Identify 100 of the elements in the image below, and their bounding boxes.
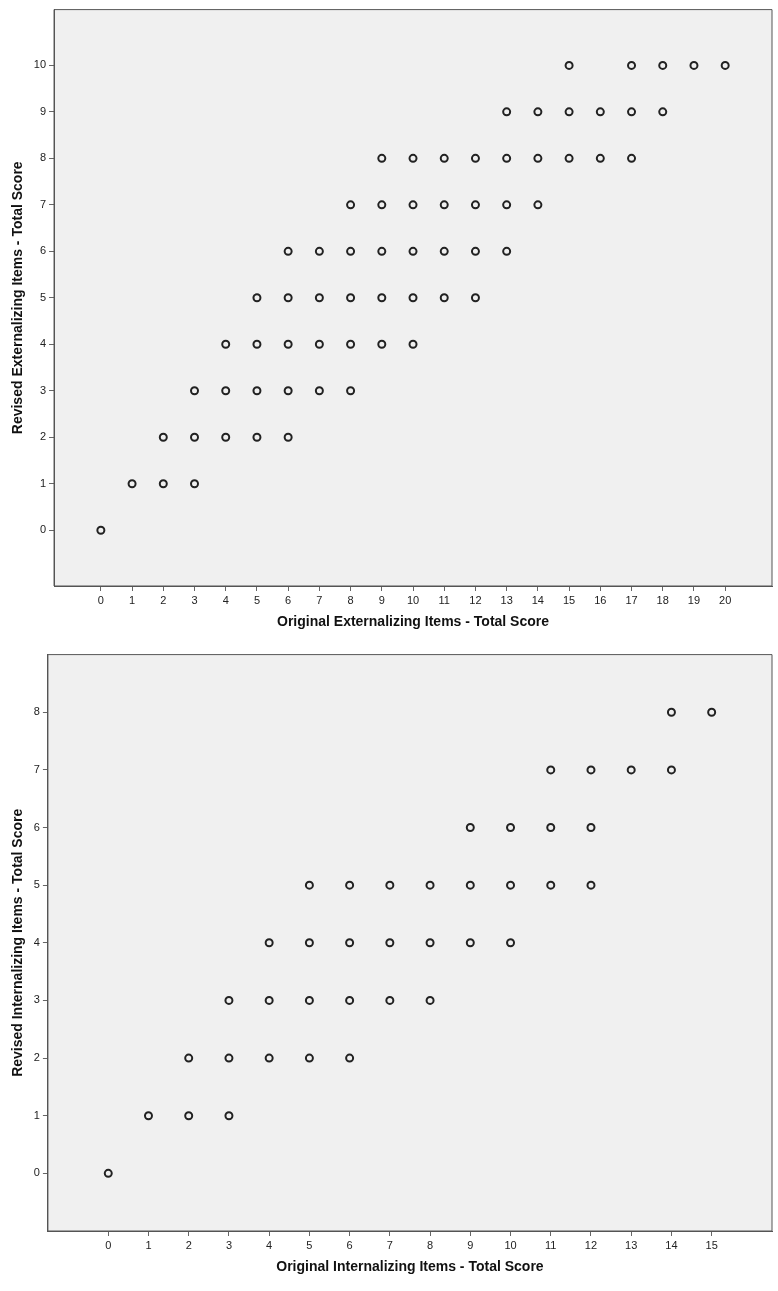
point [224, 1111, 234, 1121]
point [465, 880, 475, 890]
x-tick-label: 12 [584, 1238, 598, 1251]
point [103, 1168, 113, 1178]
point [506, 823, 516, 833]
x-tick-label: 4 [222, 593, 229, 606]
y-tick-label: 1 [33, 1108, 40, 1121]
y-tick-label: 6 [33, 820, 40, 833]
x-tick-label: 12 [469, 593, 482, 606]
x-tick-label: 19 [687, 593, 701, 606]
point [546, 823, 556, 833]
x-tick-label: 7 [386, 1238, 393, 1251]
x-tick-label: 14 [531, 593, 545, 606]
x-tick-label: 2 [185, 1238, 192, 1251]
point [666, 765, 676, 775]
y-tick-label: 3 [33, 993, 40, 1006]
point [546, 765, 556, 775]
x-tick-label: 18 [656, 593, 669, 606]
point [304, 995, 314, 1005]
point [425, 938, 435, 948]
point [666, 707, 676, 717]
point [465, 823, 475, 833]
x-tick-label: 20 [719, 593, 732, 606]
y-tick-label: 8 [33, 705, 40, 718]
point [586, 880, 596, 890]
y-axis-title: Revised Externalizing Items - Total Score [9, 161, 26, 435]
x-tick-label: 1 [145, 1238, 152, 1251]
y-tick-label: 4 [33, 935, 40, 948]
x-tick-label: 9 [378, 593, 385, 606]
point [425, 995, 435, 1005]
x-tick-label: 13 [625, 1238, 638, 1251]
point [385, 880, 395, 890]
y-tick-label: 1 [39, 476, 47, 489]
y-tick-label: 0 [33, 1166, 40, 1179]
point [143, 1111, 153, 1121]
point [385, 995, 395, 1005]
point [304, 1053, 314, 1063]
point [345, 1053, 355, 1063]
y-tick-label: 0 [39, 523, 47, 536]
point [506, 880, 516, 890]
point [345, 938, 355, 948]
point [707, 707, 717, 717]
point [224, 1053, 234, 1063]
point [264, 938, 274, 948]
point [345, 995, 355, 1005]
x-axis-title: Original Internalizing Items - Total Score [276, 1258, 544, 1275]
y-tick-label: 7 [33, 762, 40, 775]
x-tick-label: 5 [253, 593, 260, 606]
x-tick-label: 14 [665, 1238, 678, 1251]
point [304, 938, 314, 948]
y-tick-label: 5 [39, 290, 47, 303]
y-tick-label: 8 [39, 151, 47, 164]
point [264, 995, 274, 1005]
x-tick-label: 5 [306, 1238, 313, 1251]
x-tick-label: 15 [562, 593, 576, 606]
point [385, 938, 395, 948]
point [586, 823, 596, 833]
x-tick-label: 15 [705, 1238, 718, 1251]
point [184, 1111, 194, 1121]
x-tick-label: 11 [438, 593, 450, 606]
point [546, 880, 556, 890]
y-tick-label: 2 [39, 430, 47, 443]
x-tick-label: 0 [105, 1238, 112, 1251]
x-tick-label: 11 [545, 1238, 557, 1251]
y-tick-label: 9 [39, 104, 47, 117]
y-tick-label: 10 [33, 58, 47, 71]
x-tick-label: 10 [406, 593, 420, 606]
x-tick-label: 6 [285, 593, 292, 606]
x-tick-label: 10 [504, 1238, 517, 1251]
x-tick-label: 9 [467, 1238, 474, 1251]
point [425, 880, 435, 890]
x-tick-label: 17 [625, 593, 638, 606]
y-tick-label: 6 [39, 244, 47, 257]
y-tick-label: 5 [33, 878, 40, 891]
point [506, 938, 516, 948]
x-tick-label: 0 [97, 593, 104, 606]
x-tick-label: 8 [427, 1238, 434, 1251]
x-tick-label: 16 [594, 593, 607, 606]
x-tick-label: 6 [346, 1238, 353, 1251]
point [465, 938, 475, 948]
y-tick-label: 3 [39, 383, 47, 396]
x-tick-label: 7 [316, 593, 323, 606]
x-tick-label: 13 [500, 593, 513, 606]
y-axis-title: Revised Internalizing Items - Total Score [9, 808, 26, 1077]
x-tick-label: 4 [266, 1238, 273, 1251]
x-tick-label: 3 [191, 593, 198, 606]
point [304, 880, 314, 890]
point [184, 1053, 194, 1063]
y-tick-label: 7 [39, 197, 47, 210]
y-tick-label: 4 [39, 337, 47, 350]
x-axis-title: Original Externalizing Items - Total Score [277, 613, 550, 630]
x-tick-label: 1 [129, 593, 136, 606]
point [586, 765, 596, 775]
y-tick-label: 2 [33, 1051, 40, 1064]
x-tick-label: 3 [225, 1238, 232, 1251]
x-tick-label: 8 [347, 593, 354, 606]
point [626, 765, 636, 775]
point [345, 880, 355, 890]
point [224, 995, 234, 1005]
x-tick-label: 2 [160, 593, 167, 606]
